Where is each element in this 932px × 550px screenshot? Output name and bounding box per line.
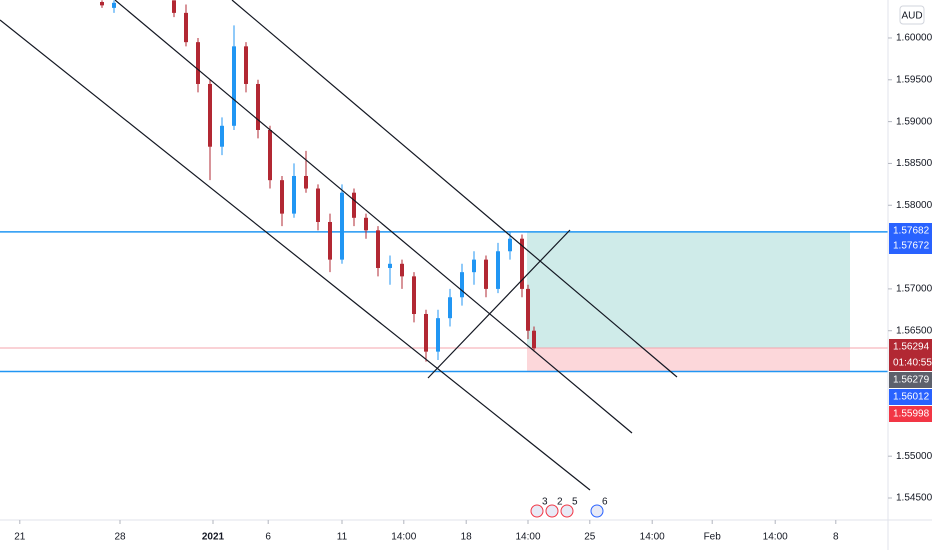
- trend-lines: [0, 0, 678, 491]
- candle-body: [388, 263, 392, 268]
- trend-line: [0, 19, 591, 491]
- y-tick-label: 1.59000: [896, 116, 932, 127]
- candle-body: [340, 192, 344, 260]
- candle-body: [232, 46, 236, 126]
- candle-body: [244, 46, 248, 84]
- event-count: 6: [602, 497, 608, 508]
- y-tick-label: 1.54500: [896, 493, 932, 504]
- x-tick-label: 11: [337, 532, 348, 543]
- candle-body: [532, 330, 536, 349]
- trend-line: [231, 0, 678, 378]
- candle-body: [328, 221, 332, 260]
- price-tag: [889, 389, 932, 405]
- event-icon[interactable]: [545, 504, 559, 518]
- candle-body: [100, 2, 104, 6]
- x-tick-label: 8: [833, 532, 839, 543]
- candle-body: [460, 272, 464, 298]
- candle-body: [508, 238, 512, 252]
- candle-body: [400, 263, 404, 277]
- price-tag: [889, 406, 932, 422]
- y-tick-label: 1.58500: [896, 158, 932, 169]
- candle-body: [220, 125, 224, 147]
- x-tick-label: 2021: [202, 532, 225, 543]
- event-count: 5: [572, 497, 578, 508]
- price-tag-label: 1.55998: [893, 409, 930, 420]
- candle-body: [256, 83, 260, 130]
- x-tick-label: Feb: [704, 532, 722, 543]
- price-tag-label: 01:40:55: [893, 358, 932, 369]
- y-tick-label: 1.60000: [896, 33, 932, 44]
- event-count: 3: [542, 497, 548, 508]
- x-tick-label: 14:00: [515, 532, 540, 543]
- profit-zone: [527, 231, 850, 348]
- y-tick-label: 1.56500: [896, 325, 932, 336]
- candle-body: [280, 180, 284, 214]
- price-tag-label: 1.56279: [893, 375, 930, 386]
- trend-line: [114, 0, 633, 434]
- candle-body: [472, 259, 476, 273]
- price-tag-label: 1.56294: [893, 342, 930, 353]
- y-tick-label: 1.58000: [896, 200, 932, 211]
- price-tag: [889, 355, 932, 371]
- currency-box[interactable]: [899, 5, 925, 25]
- candle-body: [496, 251, 500, 289]
- candle-body: [172, 0, 176, 13]
- price-tag: [889, 372, 932, 388]
- candle-body: [412, 276, 416, 314]
- x-tick-label: 14:00: [763, 532, 788, 543]
- price-tag-label: 1.56012: [893, 392, 930, 403]
- y-tick-label: 1.59500: [896, 74, 932, 85]
- candle-body: [364, 217, 368, 231]
- candle-body: [268, 129, 272, 181]
- y-tick-label: 1.55000: [896, 451, 932, 462]
- candle-body: [448, 297, 452, 319]
- y-tick-label: 1.57000: [896, 284, 932, 295]
- x-tick-label: 14:00: [391, 532, 416, 543]
- price-tag: [889, 238, 932, 254]
- candle-body: [436, 318, 440, 352]
- price-tag-label: 1.57672: [893, 241, 930, 252]
- currency: AUD: [901, 11, 922, 22]
- event-icon[interactable]: [560, 504, 574, 518]
- candle-body: [304, 175, 308, 189]
- event-count: 2: [557, 497, 563, 508]
- price-tag: [889, 339, 932, 355]
- candle-body: [520, 238, 524, 289]
- candle-body: [196, 42, 200, 84]
- price-tag: [889, 223, 932, 239]
- x-tick-label: 18: [461, 532, 473, 543]
- event-icon[interactable]: [530, 504, 544, 518]
- x-tick-label: 14:00: [640, 532, 665, 543]
- loss-zone: [527, 347, 850, 372]
- x-tick-label: 28: [114, 532, 126, 543]
- candle-body: [526, 288, 530, 331]
- trend-line: [427, 229, 571, 379]
- candle-body: [208, 83, 212, 147]
- candle-body: [292, 175, 296, 214]
- candle-body: [484, 259, 488, 289]
- price-tag-label: 1.57682: [893, 226, 930, 237]
- x-tick-label: 21: [14, 532, 26, 543]
- candle-body: [376, 230, 380, 268]
- candle-body: [184, 12, 188, 43]
- candle-body: [112, 2, 116, 8]
- candle-body: [352, 192, 356, 218]
- x-tick-label: 25: [584, 532, 596, 543]
- candle-body: [424, 313, 428, 352]
- event-icon[interactable]: [590, 504, 604, 518]
- candle-body: [316, 188, 320, 222]
- plot-area: [0, 0, 888, 373]
- x-tick-label: 6: [265, 532, 271, 543]
